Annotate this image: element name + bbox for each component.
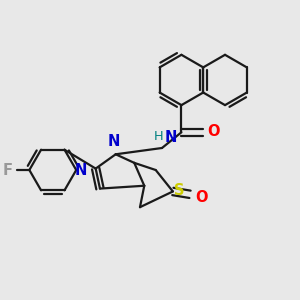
Text: O: O xyxy=(208,124,220,139)
Text: N: N xyxy=(165,130,177,145)
Text: F: F xyxy=(2,163,12,178)
Text: H: H xyxy=(154,130,164,143)
Text: N: N xyxy=(108,134,120,149)
Text: S: S xyxy=(174,183,184,198)
Text: O: O xyxy=(195,190,208,205)
Text: N: N xyxy=(75,163,87,178)
